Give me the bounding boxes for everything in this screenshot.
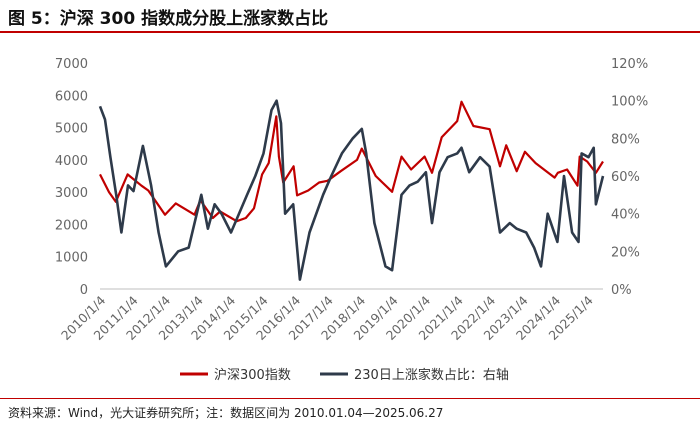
source-note: 资料来源：Wind，光大证券研究所；注：数据区间为 2010.01.04—202… <box>8 406 444 420</box>
y-right-tick-label: 100% <box>611 95 648 110</box>
series-line-index <box>99 100 604 223</box>
y-right-tick-label: 80% <box>611 132 640 147</box>
y-right-tick-label: 60% <box>611 170 640 185</box>
footer-divider <box>0 398 700 399</box>
legend-ratio-label: 230日上涨家数占比：右轴 <box>354 367 509 383</box>
title-underline <box>0 31 700 33</box>
y-left-tick-label: 7000 <box>55 57 88 72</box>
series-line-ratio <box>98 99 605 281</box>
line-chart: 0 1000 2000 3000 4000 5000 6000 7000 0% 20% 40% 60%… <box>55 57 648 383</box>
chart-title: 图 5：沪深 300 指数成分股上涨家数占比 <box>8 9 329 29</box>
y-right-tick-label: 0% <box>611 283 632 298</box>
y-left-tick-label: 5000 <box>55 122 88 137</box>
y-left-tick-label: 2000 <box>55 218 88 233</box>
y-left-tick-label: 4000 <box>55 154 88 169</box>
y-left-tick-label: 6000 <box>55 89 88 104</box>
y-left-tick-label: 1000 <box>55 251 88 266</box>
legend-index-label: 沪深300指数 <box>214 367 291 383</box>
y-left-tick-label: 3000 <box>55 186 88 201</box>
y-left-tick-label: 0 <box>80 283 88 298</box>
y-right-tick-label: 120% <box>611 57 648 72</box>
y-right-tick-label: 40% <box>611 208 640 223</box>
y-right-tick-label: 20% <box>611 245 640 260</box>
